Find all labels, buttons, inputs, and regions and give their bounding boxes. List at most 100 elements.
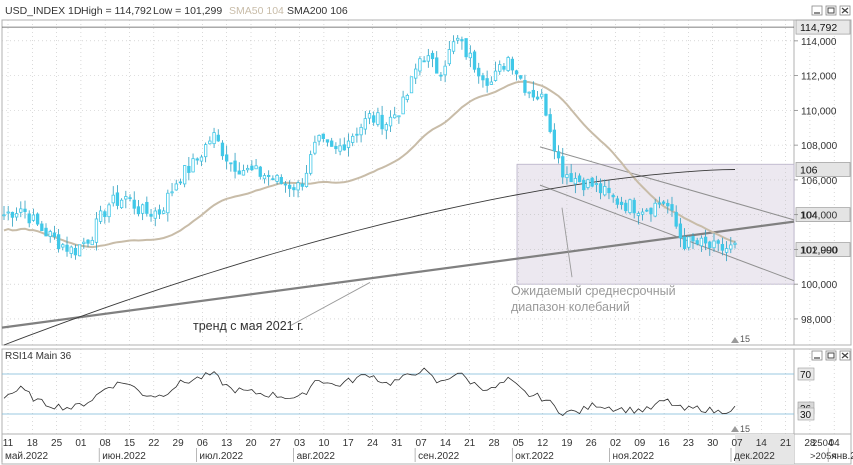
candle-body [309,154,313,174]
candle-body [136,206,141,215]
candle-body [182,165,187,185]
candle-body [267,174,271,177]
candle-body [577,175,582,183]
x-tick-label: 20 [245,438,257,449]
candle-body [174,183,178,191]
candle-body [90,239,94,246]
candle-body [115,192,120,206]
price-axis [793,19,852,346]
channel-lower-line [539,184,795,282]
candle-body [23,208,27,212]
month-label: янв.2023 [831,451,853,462]
rsi-maximize-icon[interactable] [825,350,837,361]
x-tick-label: 07 [416,438,428,449]
candle-body [82,241,86,244]
candle-body [586,179,590,188]
rsi-badge-label: 30 [800,410,812,421]
candle-body [502,66,506,70]
candle-body [519,75,523,79]
header-sma200: SMA200 106 [287,5,348,17]
rsi-collapse-icon[interactable] [811,350,823,361]
x-tick-label: 27 [270,438,282,449]
bar-count: 2504 [812,438,833,449]
main-count: 15 [740,334,750,344]
y-tick-label: 106,000 [801,176,838,187]
x-tick-label: 31 [391,438,403,449]
candle-body [498,64,502,72]
candle-body [678,223,683,239]
candle-body [451,41,456,52]
candle-body [531,89,535,98]
x-tick-label: 21 [464,438,476,449]
candle-body [439,74,443,77]
candle-body [271,178,275,181]
x-tick-label: 26 [586,438,598,449]
candle-body [288,184,292,189]
maximize-icon[interactable] [825,5,837,16]
candle-body [52,232,57,238]
y-tick-label: 110,000 [801,106,837,117]
price-badge-label: 114,792 [800,22,837,34]
candle-body [195,158,199,161]
y-tick-label: 98,000 [801,315,832,326]
candle-body [477,67,481,77]
candle-body [401,96,405,115]
price-badge: 101,990 [795,242,851,257]
y-tick-label: 114,000 [801,37,837,48]
candle-body [514,70,519,75]
channel-label-pointer [561,207,573,278]
candle-body [10,211,15,218]
candle-body [703,236,708,244]
rsi-badge-label: 70 [800,370,812,381]
header-low: Low = 101,299 [153,5,222,17]
candle-body [422,60,426,63]
sma200-line [3,169,736,346]
candle-body [640,211,645,215]
candle-body [724,248,729,253]
candle-body [611,194,615,198]
sma50-line [3,80,736,249]
month-label: авг.2022 [297,451,336,462]
candle-body [481,75,485,81]
candle-body [250,165,254,171]
candle-body [619,201,624,205]
candle-body [111,194,115,204]
candle-body [258,166,262,177]
candle-body [124,196,128,200]
candle-body [456,37,460,41]
candle-body [598,183,603,194]
collapse-icon[interactable] [811,5,823,16]
candle-body [77,244,82,257]
x-tick-label: 13 [221,438,233,449]
rsi-badge: 70 [797,367,815,381]
candle-body [44,227,48,237]
y-tick-label: 112,000 [801,72,837,83]
x-tick-label: 25 [51,438,63,449]
candle-body [35,213,40,225]
candle-body [729,244,733,250]
candle-body [346,140,351,148]
candle-body [661,201,666,204]
candle-body [548,114,552,132]
x-tick-label: 03 [294,438,306,449]
candle-body [569,173,573,183]
candle-body [73,247,78,256]
candle-body [376,112,380,125]
candle-body [161,210,166,214]
candle-body [229,162,233,165]
candle-body [19,208,23,213]
x-tick-label: 18 [27,438,39,449]
candle-body [283,183,288,186]
x-tick-label: 16 [659,438,671,449]
candles [2,35,737,262]
x-tick-label: 17 [343,438,355,449]
candle-body [472,51,477,70]
x-tick-label: 21 [780,438,792,449]
candle-body [61,244,65,248]
candle-body [649,207,653,215]
candle-body [674,211,678,227]
candle-body [279,176,283,184]
candle-body [304,172,309,187]
x-tick-label: 28 [804,438,816,449]
candle-body [430,52,435,60]
